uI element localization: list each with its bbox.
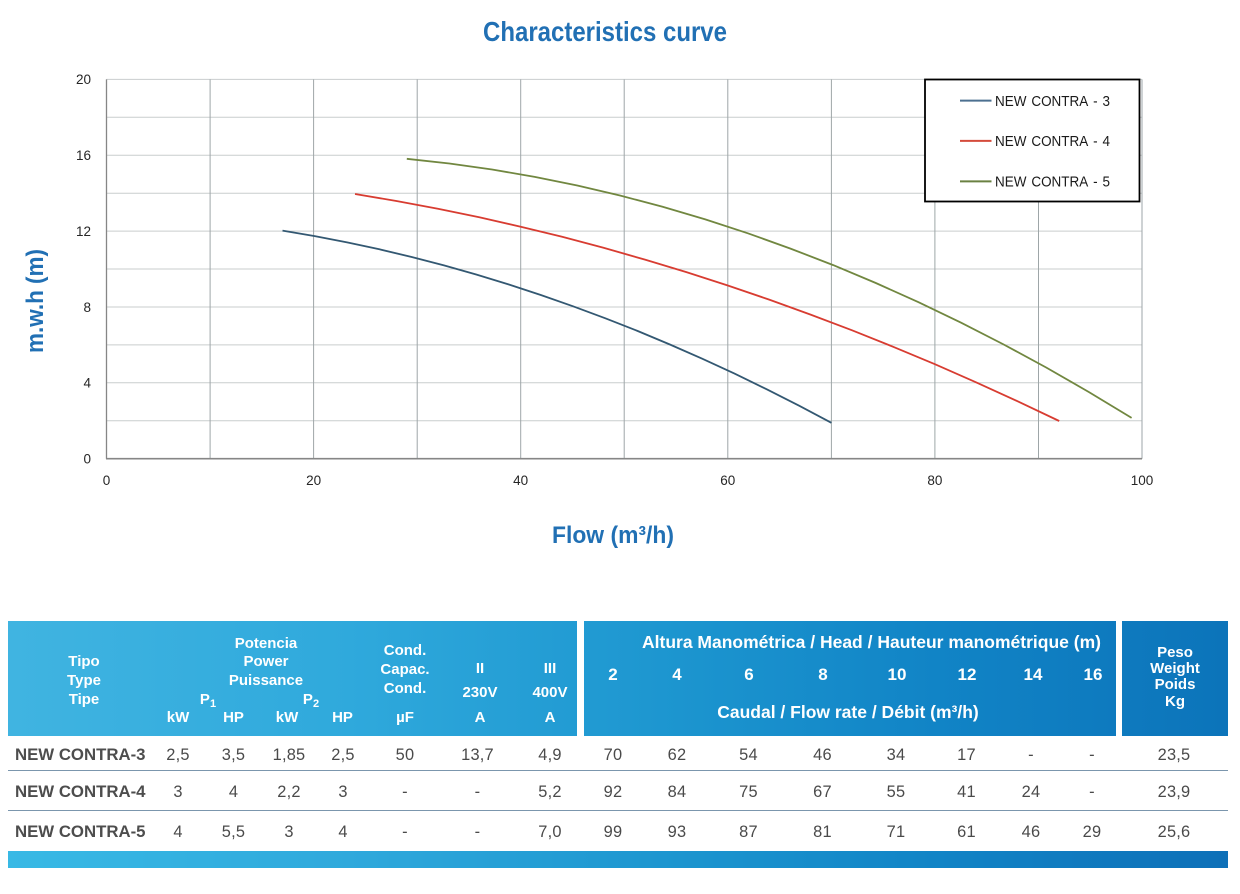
svg-text:12: 12 [76, 224, 91, 239]
svg-text:60: 60 [720, 473, 735, 488]
svg-text:NEW CONTRA - 4: NEW CONTRA - 4 [995, 134, 1110, 150]
svg-text:20: 20 [306, 473, 321, 488]
svg-text:m.w.h (m): m.w.h (m) [22, 249, 49, 353]
svg-text:0: 0 [83, 452, 91, 467]
svg-text:Characteristics curve: Characteristics curve [483, 16, 727, 47]
svg-text:8: 8 [83, 300, 91, 315]
svg-text:80: 80 [927, 473, 942, 488]
svg-text:20: 20 [76, 72, 91, 87]
svg-text:0: 0 [103, 473, 111, 488]
svg-text:16: 16 [76, 148, 91, 163]
svg-text:Flow (m³/h): Flow (m³/h) [552, 522, 674, 549]
svg-text:4: 4 [83, 376, 91, 391]
svg-text:40: 40 [513, 473, 528, 488]
svg-text:NEW CONTRA - 5: NEW CONTRA - 5 [995, 175, 1110, 191]
svg-text:100: 100 [1131, 473, 1154, 488]
svg-text:NEW CONTRA - 3: NEW CONTRA - 3 [995, 94, 1110, 110]
